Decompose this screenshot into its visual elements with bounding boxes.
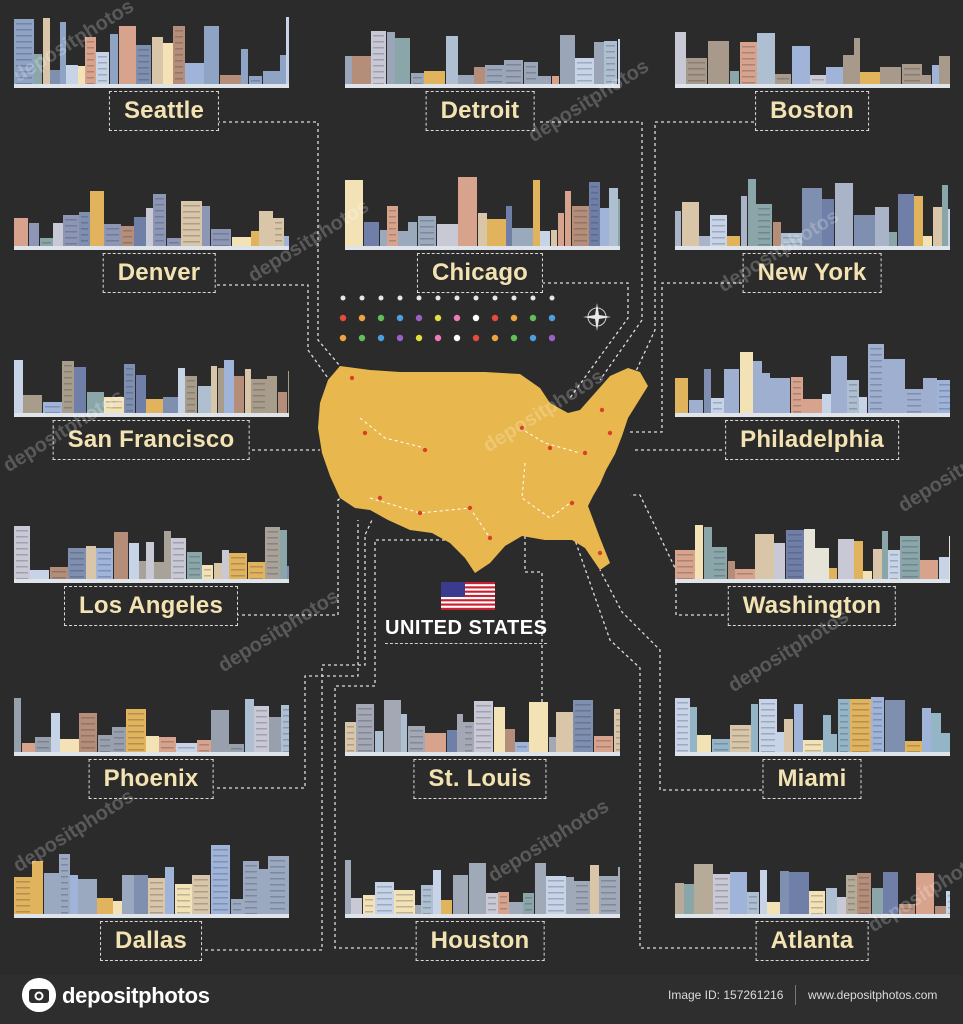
compass-rose-icon	[583, 303, 611, 331]
city-label: Detroit	[425, 91, 535, 131]
city-card-denver: Denver	[14, 170, 289, 300]
city-card-boston: Boston	[675, 8, 950, 138]
city-label: Los Angeles	[63, 586, 239, 626]
city-card-houston: Houston	[345, 838, 620, 968]
city-label: St. Louis	[413, 759, 547, 799]
city-label: Boston	[755, 91, 869, 131]
city-label: New York	[742, 253, 882, 293]
city-card-miami: Miami	[675, 676, 950, 806]
skyline-illustration	[14, 698, 289, 756]
city-card-atlanta: Atlanta	[675, 838, 950, 968]
skyline-illustration	[675, 697, 950, 756]
skyline-illustration	[675, 32, 950, 88]
city-label: Houston	[415, 921, 545, 961]
site-link[interactable]: www.depositphotos.com	[808, 988, 938, 1002]
city-label: San Francisco	[52, 420, 250, 460]
city-label: Seattle	[108, 91, 220, 131]
city-label: Atlanta	[755, 921, 869, 961]
skyline-illustration	[345, 700, 620, 756]
skyline-illustration	[14, 17, 289, 88]
us-flag-icon	[441, 582, 495, 610]
city-label: Denver	[102, 253, 216, 293]
city-card-st-louis: St. Louis	[345, 676, 620, 806]
skyline-illustration	[14, 526, 289, 583]
city-label: Chicago	[416, 253, 544, 293]
skyline-illustration	[345, 31, 620, 88]
skyline-illustration	[675, 344, 950, 417]
city-card-new-york: New York	[675, 170, 950, 300]
city-card-dallas: Dallas	[14, 838, 289, 968]
poster: UNITED STATES Seattle Detroit Boston Denver…	[0, 0, 963, 968]
page-title: UNITED STATES	[385, 617, 548, 644]
city-card-seattle: Seattle	[14, 8, 289, 138]
map-icons-legend	[339, 295, 556, 342]
skyline-illustration	[345, 860, 620, 918]
brand-name: depositphotos	[62, 983, 210, 1008]
city-label: Miami	[762, 759, 862, 799]
city-card-chicago: Chicago	[345, 170, 620, 300]
footer: depositphotos Image ID: 157261216 www.de…	[0, 975, 963, 1024]
city-label: Washington	[727, 586, 897, 626]
city-label: Philadelphia	[725, 420, 899, 460]
city-label: Dallas	[100, 921, 202, 961]
city-card-washington: Washington	[675, 503, 950, 633]
city-card-san-francisco: San Francisco	[14, 337, 289, 467]
city-card-detroit: Detroit	[345, 8, 620, 138]
skyline-illustration	[14, 360, 289, 417]
city-card-phoenix: Phoenix	[14, 676, 289, 806]
camera-logo-icon	[22, 978, 56, 1012]
skyline-illustration	[675, 525, 950, 583]
city-card-philadelphia: Philadelphia	[675, 337, 950, 467]
skyline-illustration	[675, 864, 950, 918]
skyline-illustration	[14, 845, 289, 918]
us-map	[318, 366, 648, 573]
image-id: Image ID: 157261216	[668, 988, 784, 1002]
city-card-los-angeles: Los Angeles	[14, 503, 289, 633]
skyline-illustration	[14, 191, 289, 250]
city-label: Phoenix	[88, 759, 214, 799]
skyline-illustration	[345, 177, 620, 250]
divider	[795, 985, 796, 1005]
skyline-illustration	[675, 179, 950, 250]
